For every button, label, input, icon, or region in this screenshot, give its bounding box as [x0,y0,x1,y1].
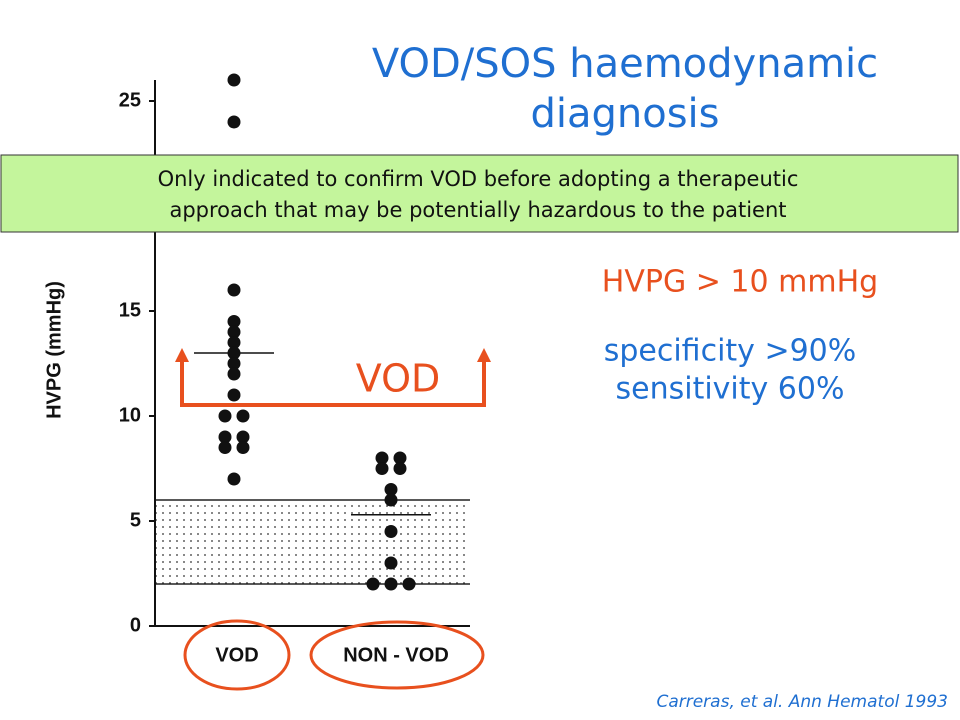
bracket [180,360,486,407]
x-tick-label: VOD [215,644,258,666]
dot [227,315,241,328]
highlight [183,619,291,691]
title: VOD/SOS haemodynamic [372,41,878,87]
bracket-label: VOD [356,357,441,401]
y-tick-label: 25 [119,89,141,111]
dot [218,430,232,444]
dot [227,388,241,402]
dot [384,483,398,496]
dot [393,451,407,465]
dot [227,472,241,486]
dot [384,556,398,570]
banner [0,154,959,233]
highlight [309,620,485,690]
dot [366,577,380,591]
dot [227,115,241,129]
dot [218,409,232,423]
dot [227,336,241,349]
bracket-arrows [175,348,491,362]
dot [393,462,407,475]
dot [236,430,250,444]
reference-band [155,500,470,584]
y-axis-label: HVPG (mmHg) [43,281,65,419]
dot [227,73,241,87]
threshold: HVPG > 10 mmHg [602,265,878,300]
dot [384,493,398,507]
dot [218,441,232,454]
dot [227,346,241,360]
x-tick-label: NON - VOD [343,644,449,666]
y-tick-label: 0 [130,614,141,636]
banner-text: Only indicated to confirm VOD before ado… [158,167,799,191]
sensitivity: sensitivity 60% [616,372,845,407]
dot [227,357,241,370]
citation: Carreras, et al. Ann Hematol 1993 [656,692,948,712]
dot [227,283,241,297]
dot [236,409,250,423]
dot [375,451,389,465]
dot [236,441,250,454]
title: diagnosis [530,91,719,137]
dot [227,367,241,381]
y-tick-label: 15 [119,299,141,321]
dot [384,525,398,538]
y-tick-label: 10 [119,404,141,426]
dot [384,577,398,591]
banner-text: approach that may be potentially hazardo… [169,198,786,222]
y-tick-label: 5 [130,509,141,531]
dot [227,325,241,339]
dot [402,577,416,591]
dot [375,462,389,475]
specificity: specificity >90% [604,334,857,369]
